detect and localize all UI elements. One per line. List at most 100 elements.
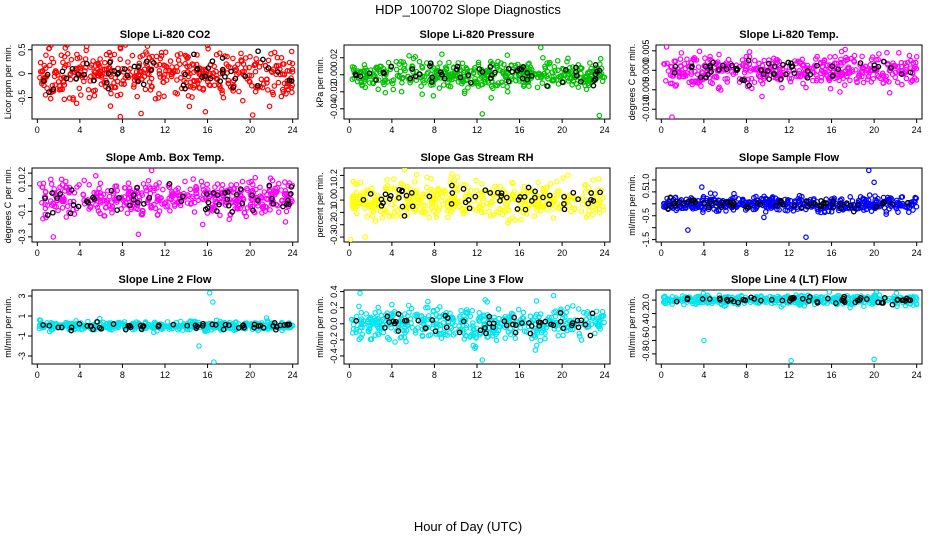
data-point xyxy=(43,52,49,59)
reference-point xyxy=(519,320,525,326)
data-point xyxy=(569,64,576,70)
reference-point xyxy=(360,196,367,203)
reference-point xyxy=(67,210,74,217)
data-point xyxy=(238,50,244,57)
data-point xyxy=(426,214,433,221)
data-point xyxy=(52,68,59,74)
data-point xyxy=(158,52,165,59)
data-point xyxy=(376,325,383,332)
data-point xyxy=(461,90,468,97)
data-point xyxy=(680,205,686,212)
data-point xyxy=(580,309,587,316)
data-point xyxy=(497,205,503,212)
reference-point xyxy=(87,323,94,329)
data-point xyxy=(424,304,431,311)
data-point xyxy=(498,79,505,86)
data-point xyxy=(253,200,260,206)
data-point xyxy=(186,63,193,69)
panel-title: Slope Line 4 (LT) Flow xyxy=(731,274,847,286)
y-tick-label: -0.6 xyxy=(641,333,651,349)
y-axis-label: kPa per min. xyxy=(315,57,325,108)
data-point xyxy=(573,81,580,87)
data-point xyxy=(246,64,252,71)
data-point xyxy=(677,63,684,70)
data-point xyxy=(403,195,410,202)
data-point xyxy=(759,93,765,100)
data-point xyxy=(403,327,410,334)
reference-point xyxy=(905,297,912,303)
data-point xyxy=(517,217,524,223)
data-point xyxy=(549,205,556,212)
y-tick-label: 0 xyxy=(17,71,27,76)
data-point xyxy=(892,204,899,210)
data-point xyxy=(436,85,443,91)
y-tick-label: -1.5 xyxy=(641,232,651,248)
reference-point xyxy=(122,326,129,333)
x-tick-label: 20 xyxy=(557,248,567,258)
data-point xyxy=(485,80,492,86)
reference-point xyxy=(416,71,423,78)
data-point xyxy=(142,86,149,93)
reference-point xyxy=(588,196,594,203)
reference-point xyxy=(515,196,522,203)
data-point xyxy=(189,94,195,100)
data-point xyxy=(541,72,548,79)
reference-point xyxy=(838,205,844,212)
data-point xyxy=(366,326,373,333)
reference-point xyxy=(222,321,229,328)
reference-point xyxy=(680,200,687,207)
reference-point xyxy=(798,205,805,211)
reference-point xyxy=(672,63,679,70)
reference-point xyxy=(528,198,535,204)
x-tick-label: 16 xyxy=(515,370,525,380)
reference-point xyxy=(483,330,489,337)
reference-point xyxy=(568,322,575,329)
data-point xyxy=(591,191,597,197)
data-point xyxy=(53,204,60,210)
data-point xyxy=(713,60,720,67)
data-point xyxy=(535,179,542,186)
reference-point xyxy=(105,70,112,77)
data-point xyxy=(399,322,406,328)
data-point xyxy=(768,198,775,205)
reference-point xyxy=(486,313,493,320)
reference-point xyxy=(449,182,455,189)
data-point xyxy=(846,205,852,212)
data-point xyxy=(386,336,393,343)
data-point xyxy=(550,215,557,221)
data-point xyxy=(662,78,669,84)
reference-point xyxy=(512,329,519,336)
data-point xyxy=(554,178,560,185)
reference-point xyxy=(791,70,798,77)
data-point xyxy=(399,181,406,188)
data-point xyxy=(447,310,453,317)
data-point xyxy=(912,294,919,300)
reference-point xyxy=(701,200,707,206)
data-point xyxy=(543,324,550,331)
x-tick-label: 24 xyxy=(912,125,922,135)
data-point xyxy=(403,338,409,345)
data-point xyxy=(698,204,704,210)
reference-point xyxy=(489,72,495,78)
data-point xyxy=(60,197,67,204)
data-point xyxy=(257,184,263,191)
reference-point xyxy=(472,193,479,200)
data-point xyxy=(904,204,910,211)
data-point xyxy=(786,68,792,75)
data-point xyxy=(93,173,99,179)
data-point xyxy=(537,337,544,344)
panel-title: Slope Line 2 Flow xyxy=(119,274,212,286)
data-point xyxy=(366,323,372,329)
data-point xyxy=(114,78,121,85)
reference-point xyxy=(115,70,122,76)
data-point xyxy=(426,316,432,323)
reference-point xyxy=(427,60,434,67)
x-tick-label: 0 xyxy=(347,125,352,135)
reference-point xyxy=(575,196,581,203)
reference-point xyxy=(875,63,882,70)
data-point xyxy=(187,79,194,86)
data-point xyxy=(895,49,902,56)
data-point xyxy=(353,313,360,320)
data-point xyxy=(271,188,277,194)
